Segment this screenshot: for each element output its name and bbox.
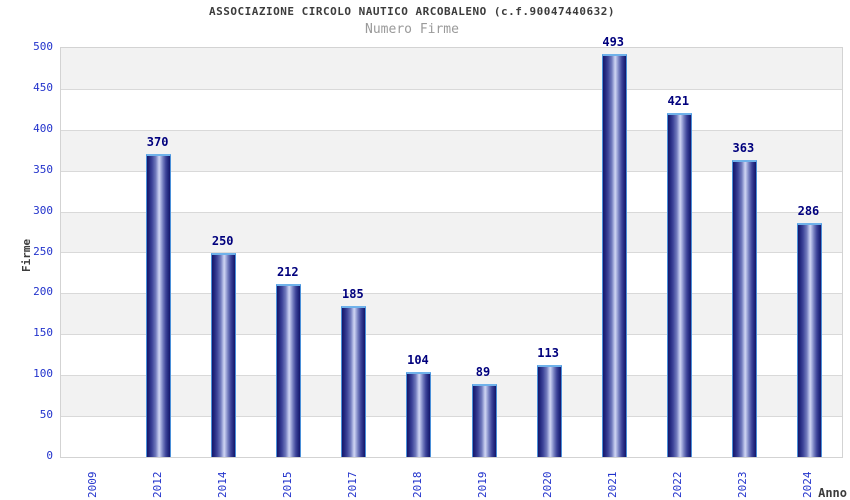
- grid-band: [61, 334, 842, 376]
- bar-value-label: 104: [407, 352, 429, 367]
- bar: [536, 364, 562, 457]
- bar: [406, 371, 432, 457]
- x-tick-label: 2023: [736, 471, 750, 499]
- grid-band: [61, 293, 842, 335]
- x-tick-label: 2012: [150, 471, 164, 499]
- y-tick-label: 100: [33, 367, 53, 381]
- gridline: [61, 252, 842, 253]
- bar-value-label: 113: [537, 345, 559, 360]
- bar-value-label: 250: [211, 233, 234, 248]
- x-tick-label: 2020: [541, 471, 555, 499]
- bar-value-label: 185: [342, 286, 364, 301]
- grid-band: [61, 170, 842, 212]
- x-tick-label: 2015: [280, 471, 294, 499]
- plot-area: [60, 47, 843, 458]
- gridline: [61, 334, 842, 335]
- bar-value-label: 286: [797, 204, 820, 219]
- bar: [666, 112, 692, 457]
- y-tick-label: 450: [33, 80, 53, 94]
- bar: [211, 252, 237, 457]
- bar: [471, 384, 497, 457]
- x-tick-label: 2014: [215, 471, 229, 499]
- y-tick-label: 400: [33, 121, 53, 135]
- bar-value-label: 421: [667, 93, 690, 108]
- gridline: [61, 212, 842, 213]
- gridline: [61, 293, 842, 294]
- grid-band: [61, 48, 842, 89]
- x-tick-label: 2022: [671, 471, 685, 499]
- y-tick-label: 250: [33, 244, 53, 258]
- grid-band: [61, 252, 842, 294]
- x-tick-label: 2019: [476, 471, 490, 499]
- grid-band: [61, 129, 842, 171]
- grid-band: [61, 211, 842, 253]
- x-tick-label: 2021: [606, 471, 620, 499]
- grid-band: [61, 375, 842, 417]
- y-tick-label: 150: [33, 326, 53, 340]
- gridline: [61, 416, 842, 417]
- gridline: [61, 89, 842, 90]
- chart-title: ASSOCIAZIONE CIRCOLO NAUTICO ARCOBALENO …: [209, 5, 615, 18]
- y-tick-label: 500: [33, 40, 53, 53]
- gridline: [61, 375, 842, 376]
- bar-value-label: 212: [276, 264, 299, 279]
- x-tick-label: 2017: [345, 471, 359, 499]
- grid-band: [61, 416, 842, 457]
- bar: [796, 223, 822, 457]
- bar: [731, 160, 757, 457]
- x-tick-label: 2018: [410, 471, 424, 499]
- grid-band: [61, 88, 842, 130]
- y-tick-label: 350: [33, 162, 53, 176]
- bar: [341, 305, 367, 457]
- gridline: [61, 171, 842, 172]
- bar-value-label: 363: [732, 141, 755, 156]
- x-tick-label: 2009: [85, 471, 99, 499]
- bar: [276, 283, 302, 457]
- y-tick-label: 0: [46, 449, 53, 462]
- chart-subtitle: Numero Firme: [365, 22, 459, 37]
- y-tick-label: 50: [39, 408, 53, 422]
- x-axis-label: Anno: [818, 486, 847, 500]
- bar-value-label: 370: [146, 135, 169, 150]
- bar: [146, 154, 172, 457]
- bar-value-label: 89: [475, 365, 491, 380]
- bar: [601, 53, 627, 457]
- gridline: [61, 130, 842, 131]
- y-tick-label: 200: [33, 285, 53, 299]
- y-tick-label: 300: [33, 203, 53, 217]
- bar-value-label: 493: [602, 34, 625, 49]
- x-tick-label: 2024: [801, 471, 815, 499]
